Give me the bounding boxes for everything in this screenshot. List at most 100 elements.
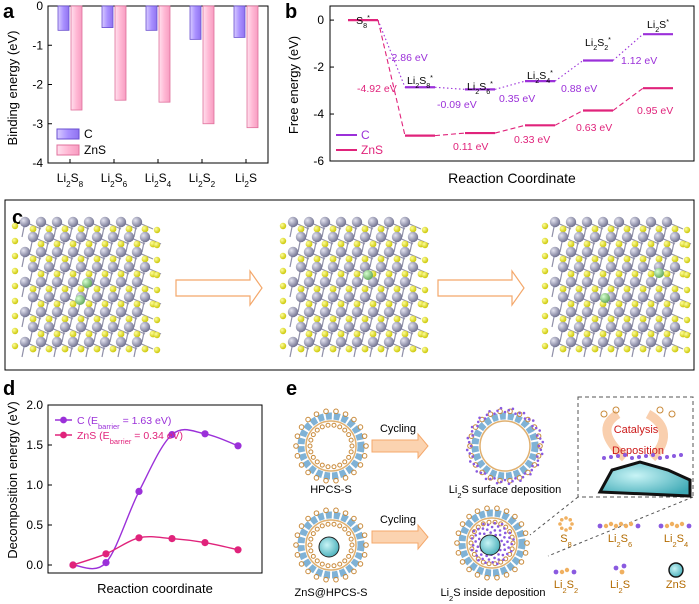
y-tick-label: 0.0 xyxy=(26,558,43,572)
zn-atom xyxy=(653,231,665,243)
zn-atom xyxy=(581,276,593,288)
li2s-dot xyxy=(474,533,478,537)
s-atom xyxy=(591,285,599,293)
zn-atom xyxy=(139,261,151,273)
zn-atom xyxy=(295,261,307,273)
inner-ring xyxy=(466,517,518,569)
y-tick-label: -2 xyxy=(32,78,43,92)
zn-atom xyxy=(637,261,649,273)
li2s-dot xyxy=(468,452,472,455)
s8-ring xyxy=(342,411,349,417)
s-atom xyxy=(421,331,429,339)
s-atom xyxy=(567,300,575,308)
zn-atom xyxy=(645,276,657,288)
s-atom xyxy=(655,345,663,353)
li2s-dot xyxy=(484,561,487,564)
s8-ring xyxy=(522,550,529,556)
s8-ring xyxy=(305,469,311,476)
zn-atom xyxy=(83,216,95,228)
connector xyxy=(434,86,466,90)
s-atom xyxy=(421,241,429,249)
zn-atom xyxy=(91,291,103,303)
transition-arrow xyxy=(175,269,263,307)
s-atom xyxy=(109,315,117,323)
s-atom xyxy=(377,345,385,353)
s-atom xyxy=(11,282,19,290)
s8-ring xyxy=(314,459,320,465)
zn-atom xyxy=(35,336,47,348)
s-atom xyxy=(369,300,377,308)
s-atom xyxy=(109,285,117,293)
data-point xyxy=(168,431,176,439)
s8-ring xyxy=(471,529,477,535)
zn-atom xyxy=(391,261,403,273)
s-atom xyxy=(541,222,549,230)
species-label: Li2S2 xyxy=(554,579,578,595)
s-atom xyxy=(93,345,101,353)
s8-ring xyxy=(459,521,466,527)
species-label: Li2S xyxy=(610,579,630,595)
s8-ring xyxy=(498,559,504,565)
s-atom xyxy=(85,270,93,278)
s-atom xyxy=(109,345,117,353)
zn-atom xyxy=(565,306,577,318)
zn-atom xyxy=(99,336,111,348)
s-atom xyxy=(683,256,691,264)
li2s-dot xyxy=(498,529,502,532)
s-atom xyxy=(11,312,19,320)
zn-atom xyxy=(319,306,331,318)
zn-atom xyxy=(43,261,55,273)
li2s-dot xyxy=(530,468,534,472)
panel-label-b: b xyxy=(285,1,297,23)
s8-ring xyxy=(507,408,513,415)
s-atom xyxy=(591,255,599,263)
zn-atom xyxy=(59,261,71,273)
s-atom xyxy=(133,330,141,338)
s-atom xyxy=(647,330,655,338)
s8-ring xyxy=(512,513,518,520)
li-atom xyxy=(613,565,619,571)
li2s-dot xyxy=(484,477,488,481)
s-atom xyxy=(133,270,141,278)
li2s-dot xyxy=(536,463,540,467)
s-atom xyxy=(541,342,549,350)
s-atom xyxy=(11,327,19,335)
s-atom xyxy=(583,300,591,308)
s8-ring xyxy=(331,464,337,470)
bar-zns xyxy=(246,5,259,129)
s8-ring xyxy=(298,561,305,567)
y-tick-label: 2.0 xyxy=(26,398,43,412)
li2s-dot xyxy=(536,459,540,462)
s-atom xyxy=(409,225,417,233)
s-atom xyxy=(385,330,393,338)
li2s-dot xyxy=(510,549,513,553)
s-atom xyxy=(353,270,361,278)
s-atom xyxy=(85,240,93,248)
y-tick-label: -4 xyxy=(313,107,324,121)
s-atom xyxy=(599,270,607,278)
zn-atom xyxy=(115,306,127,318)
s8-ring xyxy=(325,464,331,470)
species-label: Li2S6 xyxy=(608,533,632,549)
s8-ring xyxy=(480,521,486,527)
s-atom xyxy=(401,330,409,338)
zn-atom xyxy=(75,261,87,273)
zn-atom xyxy=(613,216,625,228)
plot-frame xyxy=(329,5,695,162)
s8-ring xyxy=(363,443,369,449)
y-tick-label: -4 xyxy=(32,156,43,170)
s-atom xyxy=(583,240,591,248)
legend-swatch-zns xyxy=(56,144,80,156)
s-atom xyxy=(639,285,647,293)
s8-ring xyxy=(305,568,311,575)
s-atom xyxy=(37,300,45,308)
zn-atom xyxy=(295,231,307,243)
zn-atom xyxy=(573,261,585,273)
s-atom xyxy=(305,240,313,248)
zn-atom xyxy=(391,321,403,333)
s8-ring xyxy=(293,542,299,548)
zn-atom xyxy=(597,216,609,228)
s-atom xyxy=(345,315,353,323)
li2s-dot xyxy=(499,406,503,410)
